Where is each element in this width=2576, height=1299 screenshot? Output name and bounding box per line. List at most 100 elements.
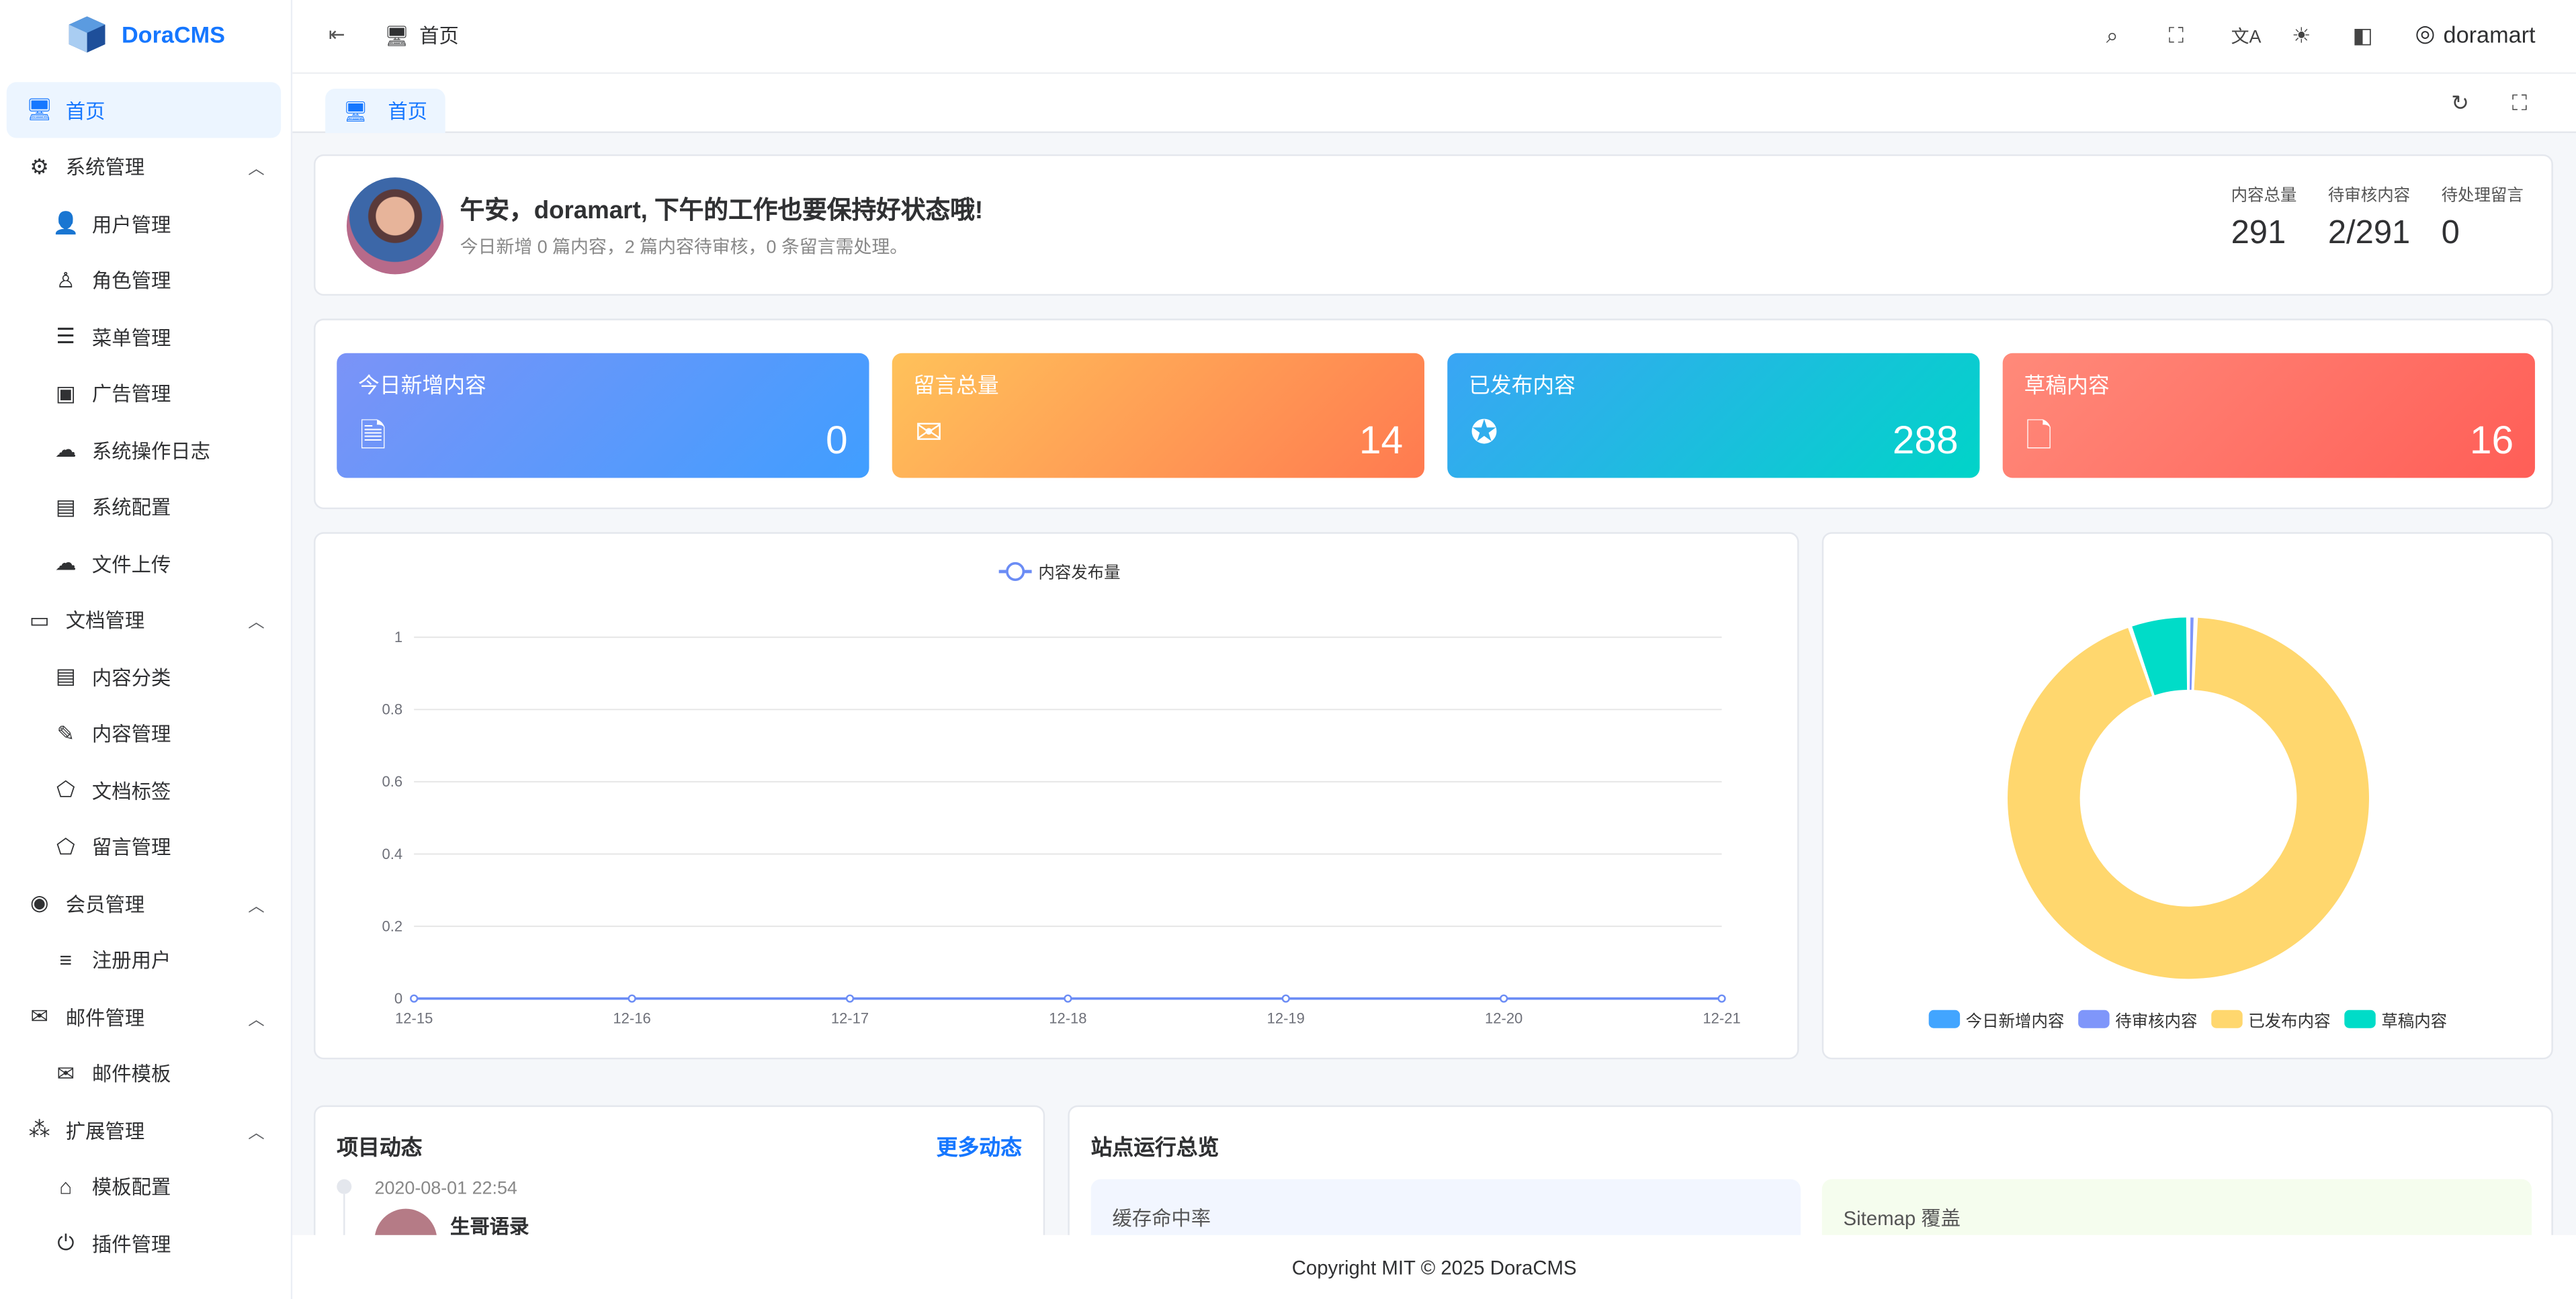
stat-card[interactable]: 已发布内容 ✪ 288 [1447,353,1980,478]
chevron-up-icon[interactable]: ︿ [248,1124,265,1143]
legend-item[interactable]: 今日新增内容 [1928,1007,2064,1032]
extension-icon: ⁂ [28,1116,50,1142]
user-icon: ◎ [2415,19,2436,46]
stat-card-label: 留言总量 [913,373,999,398]
data-point[interactable] [628,994,636,1003]
x-tick-label: 12-21 [1703,1010,1740,1026]
activity-author[interactable]: 生哥语录 [449,1215,529,1239]
chevron-up-icon[interactable]: ︿ [248,897,265,916]
sidebar-item[interactable]: ☰ 菜单管理 [7,309,281,365]
legend-swatch [2210,1010,2242,1028]
sidebar-item[interactable]: ⁂ 扩展管理 ︿ [7,1102,281,1158]
stat-value: 291 [2231,215,2286,252]
user-menu[interactable]: ◎ doramart [2415,19,2535,48]
content-icon: ✎ [56,720,75,745]
chevron-up-icon[interactable]: ︿ [248,161,265,179]
stat-label: 内容总量 [2231,187,2297,206]
draft-icon: 🗋 [2025,418,2053,455]
pie-slice[interactable] [2132,617,2188,696]
legend-label: 今日新增内容 [1965,1013,2065,1032]
legend-item[interactable]: 草稿内容 [2344,1007,2447,1032]
legend-marker [1006,562,1025,581]
sidebar-item[interactable]: ✎ 内容管理 [7,705,281,761]
data-point[interactable] [845,994,855,1003]
sidebar-item-label: 文档标签 [91,779,171,803]
theme-icon[interactable]: ◧ [2352,23,2373,48]
upload-icon: ☁ [54,550,77,575]
search-icon[interactable]: ⌕ [2106,23,2118,48]
chevron-up-icon[interactable]: ︿ [248,614,265,633]
sidebar-item[interactable]: ⏻ 插件管理 [7,1215,281,1271]
pie-slice[interactable] [2189,617,2194,690]
collapse-sidebar-icon[interactable]: ⇤ [329,23,345,46]
sidebar-item[interactable]: ⌂ 模板配置 [7,1159,281,1214]
legend-item[interactable]: 待审核内容 [2077,1007,2197,1032]
sidebar-item-label: 系统操作日志 [91,439,211,463]
menu-icon: ☰ [56,323,76,349]
x-tick-label: 12-16 [613,1010,650,1026]
sidebar-item-label: 邮件模板 [91,1063,171,1086]
data-point[interactable] [1717,994,1726,1003]
tab-home[interactable]: 🖥 首页 [325,89,445,134]
tabs-bar: 🖥 首页 ↻ ⛶ [292,74,2576,134]
sidebar-item-label: 文档管理 [65,609,145,633]
x-tick-label: 12-18 [1049,1010,1086,1026]
stat-label: 待审核内容 [2327,187,2411,206]
sidebar-item-label: 邮件管理 [65,1005,145,1029]
line-chart: 0 0.2 0.4 0.6 0.8 1 12-15 12-16 12-17 12-18 12-19 1… [382,562,1741,1026]
data-point[interactable] [1064,994,1072,1003]
sidebar-item[interactable]: 👤 用户管理 [7,195,281,251]
sidebar-item-label: 系统配置 [91,496,171,519]
translate-icon[interactable]: 文A [2231,28,2262,48]
stat-card[interactable]: 今日新增内容 🗎 0 [337,353,869,478]
activity-title: 项目动态 [337,1134,423,1160]
fullscreen-icon[interactable]: ⛶ [2511,90,2527,116]
tag-icon: ⬠ [56,776,75,802]
sidebar-item[interactable]: ✉ 邮件模板 [7,1045,281,1101]
panel-label: 缓存命中率 [1112,1207,1211,1230]
log-icon: ☁ [54,437,77,462]
x-tick-label: 12-17 [831,1010,869,1026]
stat-card[interactable]: 草稿内容 🗋 16 [2002,353,2535,478]
plugin-icon: ⏻ [57,1230,75,1255]
refresh-icon[interactable]: ↻ [2451,90,2469,116]
config-icon: ▤ [55,493,76,519]
data-point[interactable] [1281,994,1290,1003]
sidebar-item[interactable]: 🖥 首页 [6,82,282,138]
sidebar-item[interactable]: ▤ 内容分类 [7,649,281,705]
sidebar-item[interactable]: ♙ 角色管理 [7,252,281,308]
header: ⇤ 🖥 首页 ⌕ ⛶ 文A ☀ ◧ ◎ doramart [292,0,2576,75]
sidebar-item[interactable]: ◉ 会员管理 ︿ [7,875,281,931]
stat-card[interactable]: 留言总量 ✉ 14 [892,353,1424,478]
breadcrumb-item[interactable]: 首页 [419,24,459,48]
data-point[interactable] [1500,994,1508,1003]
sidebar-item[interactable]: ⬠ 文档标签 [7,762,281,818]
y-tick-label: 0 [394,990,402,1007]
sidebar-item[interactable]: ▣ 广告管理 [7,365,281,421]
legend-item[interactable]: 已发布内容 [2210,1007,2331,1032]
more-activity-link[interactable]: 更多动态 [936,1134,1022,1160]
x-tick-label: 12-20 [1485,1010,1522,1026]
sidebar-item[interactable]: ▭ 文档管理 ︿ [7,592,281,647]
sidebar-item[interactable]: ▤ 系统配置 [7,479,281,535]
sidebar-item[interactable]: ☁ 文件上传 [7,535,281,591]
sidebar-item[interactable]: ⬠ 留言管理 [7,819,281,875]
pie-slice[interactable] [2008,617,2369,979]
sidebar-item[interactable]: ✉ 邮件管理 ︿ [7,989,281,1044]
y-tick-label: 0.8 [382,701,402,718]
logo[interactable]: DoraCMS [66,13,225,56]
app-name: DoraCMS [121,21,226,48]
stat-card-value: 16 [2469,418,2514,463]
fullscreen-icon[interactable]: ⛶ [2168,23,2184,48]
line-chart-card: 0 0.2 0.4 0.6 0.8 1 12-15 12-16 12-17 12-18 12-19 1… [314,532,1799,1060]
sidebar-item-label: 菜单管理 [91,326,171,349]
sidebar-item[interactable]: ≡ 注册用户 [7,932,281,988]
data-point[interactable] [410,994,419,1003]
sidebar-item[interactable]: ☁ 系统操作日志 [7,422,281,478]
overview-title: 站点运行总览 [1090,1134,1219,1160]
sidebar-item[interactable]: ⚙ 系统管理 ︿ [7,139,281,195]
document-icon: ▭ [29,607,50,632]
sun-icon[interactable]: ☀ [2292,23,2311,48]
chevron-up-icon[interactable]: ︿ [248,1011,265,1029]
y-tick-label: 0.6 [382,773,402,790]
